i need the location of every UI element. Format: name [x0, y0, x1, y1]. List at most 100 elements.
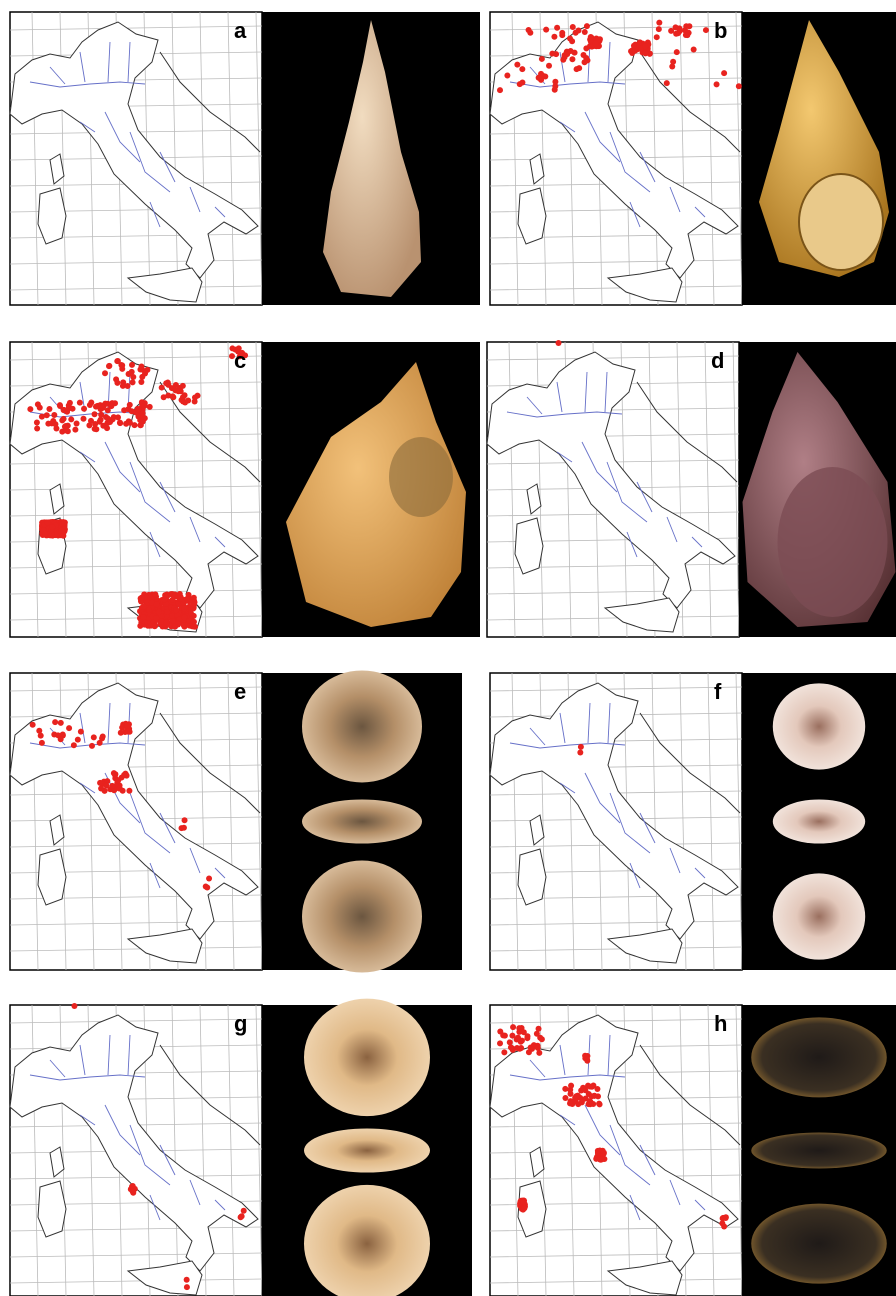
shell-view — [751, 1017, 887, 1097]
record-dot — [510, 1047, 516, 1053]
record-dot — [44, 412, 50, 418]
shell-view — [773, 800, 865, 844]
panel-label: b — [714, 18, 727, 43]
record-dot — [164, 609, 170, 615]
record-dot — [554, 25, 560, 31]
record-dot — [72, 427, 78, 433]
record-dot — [97, 780, 103, 786]
record-dot — [521, 1029, 527, 1035]
record-dot — [68, 416, 74, 422]
record-dot — [670, 59, 676, 65]
record-dot — [723, 1215, 729, 1221]
record-dot — [549, 51, 555, 57]
record-dot — [497, 87, 503, 93]
shell-view — [773, 683, 865, 769]
record-dot — [74, 420, 80, 426]
record-dot — [103, 783, 109, 789]
record-dot — [102, 788, 108, 794]
panel: f — [490, 673, 896, 970]
record-dot — [578, 744, 584, 750]
land-outline — [38, 849, 66, 905]
aperture — [778, 467, 888, 617]
record-dot — [153, 615, 159, 621]
record-dot — [519, 79, 525, 85]
record-dot — [191, 619, 197, 625]
photo — [742, 1005, 896, 1296]
record-dot — [91, 734, 97, 740]
record-dot — [642, 43, 648, 49]
record-dot — [546, 63, 552, 69]
record-dot — [37, 405, 43, 411]
panel-label: e — [234, 679, 246, 704]
record-dot — [580, 1085, 586, 1091]
shell-view — [304, 1129, 430, 1173]
record-dot — [34, 419, 40, 425]
record-dot — [504, 72, 510, 78]
record-dot — [125, 406, 131, 412]
record-dot — [181, 825, 187, 831]
record-dot — [61, 520, 67, 526]
record-dot — [562, 1086, 568, 1092]
record-dot — [154, 601, 160, 607]
record-dot — [595, 1148, 601, 1154]
record-dot — [182, 817, 188, 823]
record-dot — [519, 66, 525, 72]
record-dot — [159, 385, 165, 391]
record-dot — [104, 425, 110, 431]
record-dot — [172, 624, 178, 630]
record-dot — [518, 1045, 524, 1051]
record-dot — [536, 75, 542, 81]
record-dot — [115, 777, 121, 783]
record-dot — [567, 1100, 573, 1106]
record-dot — [551, 34, 557, 40]
record-dot — [206, 876, 212, 882]
photo — [262, 999, 472, 1296]
record-dot — [117, 420, 123, 426]
record-dot — [49, 524, 55, 530]
record-dot — [524, 1035, 530, 1041]
photo — [742, 12, 896, 305]
record-dot — [130, 1188, 136, 1194]
record-dot — [584, 23, 590, 29]
record-dot — [139, 363, 145, 369]
land-outline — [38, 188, 66, 244]
record-dot — [181, 614, 187, 620]
record-dot — [146, 607, 152, 613]
record-dot — [529, 1046, 535, 1052]
record-dot — [173, 382, 179, 388]
record-dot — [597, 1101, 603, 1107]
panel-label: g — [234, 1011, 247, 1036]
panel: d — [487, 340, 896, 637]
record-dot — [500, 1032, 506, 1038]
record-dot — [89, 743, 95, 749]
record-dot — [569, 38, 575, 44]
record-dot — [534, 1031, 540, 1037]
record-dot — [501, 1049, 507, 1055]
record-dot — [574, 66, 580, 72]
record-dot — [124, 722, 130, 728]
record-dot — [664, 80, 670, 86]
record-dot — [127, 420, 133, 426]
record-dot — [58, 736, 64, 742]
shell-view — [751, 1133, 887, 1169]
record-dot — [115, 414, 121, 420]
record-dot — [703, 27, 709, 33]
record-dot — [118, 730, 124, 736]
record-dot — [239, 1213, 245, 1219]
record-dot — [142, 403, 148, 409]
record-dot — [77, 400, 83, 406]
record-dot — [93, 404, 99, 410]
record-dot — [570, 24, 576, 30]
record-dot — [87, 402, 93, 408]
record-dot — [584, 1056, 590, 1062]
record-dot — [510, 1024, 516, 1030]
record-dot — [140, 410, 146, 416]
record-dot — [52, 719, 58, 725]
record-dot — [515, 1035, 521, 1041]
record-dot — [163, 380, 169, 386]
record-dot — [184, 1277, 190, 1283]
record-dot — [27, 406, 33, 412]
record-dot — [582, 29, 588, 35]
record-dot — [656, 26, 662, 32]
record-dot — [514, 62, 520, 68]
